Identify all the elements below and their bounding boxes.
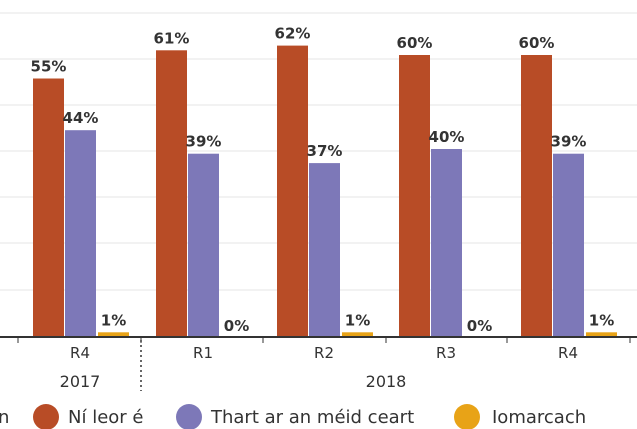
bar-series2-cat1 xyxy=(65,130,96,337)
bar-series2-cat2 xyxy=(188,154,219,337)
bar-series1-cat2 xyxy=(156,50,187,337)
data-label-series1-cat4: 60% xyxy=(397,34,433,52)
legend: n Ní leor é Thart ar an méid ceart Iomarcac… xyxy=(0,404,586,429)
legend-swatch-1 xyxy=(33,404,59,429)
group-label-2018: 2018 xyxy=(366,372,407,391)
group-label-2017: 2017 xyxy=(60,372,101,391)
legend-swatch-3 xyxy=(454,404,480,429)
data-label-series2-cat5: 39% xyxy=(551,133,587,151)
legend-label-1: Ní leor é xyxy=(68,407,143,428)
category-label-5: R4 xyxy=(558,344,578,362)
bar-series1-cat1 xyxy=(33,79,64,338)
legend-label-3: Iomarcach xyxy=(492,407,586,428)
bar-series1-cat4 xyxy=(399,55,430,337)
data-label-series1-cat2: 61% xyxy=(154,29,190,47)
data-label-series1-cat3: 62% xyxy=(275,25,311,43)
category-label-1: R4 xyxy=(70,344,90,362)
bar-series2-cat3 xyxy=(309,163,340,337)
data-label-series2-cat1: 44% xyxy=(63,109,99,127)
data-label-series1-cat1: 55% xyxy=(31,58,67,76)
data-label-series3-cat2: 0% xyxy=(224,317,249,335)
data-label-series3-cat1: 1% xyxy=(101,311,126,329)
data-label-series2-cat3: 37% xyxy=(307,142,343,160)
bar-series2-cat5 xyxy=(553,154,584,337)
category-label-4: R3 xyxy=(436,344,456,362)
data-label-series1-cat5: 60% xyxy=(519,34,555,52)
bar-series1-cat3 xyxy=(277,46,308,337)
bar-series2-cat4 xyxy=(431,149,462,337)
data-label-series2-cat4: 40% xyxy=(429,128,465,146)
legend-label-partial: n xyxy=(0,407,9,428)
data-label-series3-cat4: 0% xyxy=(467,317,492,335)
category-label-3: R2 xyxy=(314,344,334,362)
legend-label-2: Thart ar an méid ceart xyxy=(210,407,414,428)
data-label-series3-cat3: 1% xyxy=(345,311,370,329)
data-label-series2-cat2: 39% xyxy=(186,133,222,151)
category-label-2: R1 xyxy=(193,344,213,362)
legend-swatch-2 xyxy=(176,404,202,429)
bar-series1-cat5 xyxy=(521,55,552,337)
x-axis: R4 R1 R2 R3 R4 2017 2018 xyxy=(0,337,637,391)
data-label-series3-cat5: 1% xyxy=(589,311,614,329)
